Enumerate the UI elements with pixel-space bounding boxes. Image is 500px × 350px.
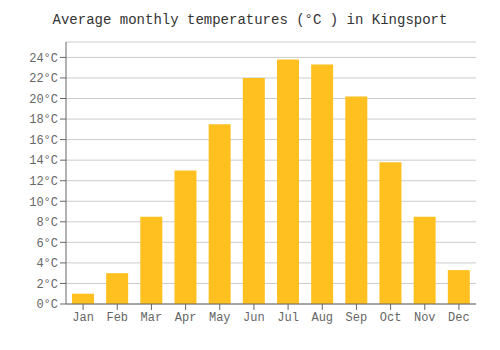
svg-text:20°C: 20°C (29, 93, 58, 107)
svg-text:8°C: 8°C (36, 216, 58, 230)
svg-text:2°C: 2°C (36, 278, 58, 292)
svg-text:Jan: Jan (72, 311, 94, 325)
svg-text:Sep: Sep (346, 311, 368, 325)
svg-text:12°C: 12°C (29, 175, 58, 189)
svg-text:Dec: Dec (448, 311, 470, 325)
svg-text:Apr: Apr (175, 311, 197, 325)
svg-text:Jun: Jun (243, 311, 265, 325)
svg-text:Jul: Jul (277, 311, 299, 325)
svg-text:24°C: 24°C (29, 52, 58, 66)
svg-text:6°C: 6°C (36, 237, 58, 251)
html-text:Average monthly temperatures (: Average monthly temperatures (°C ) in Ki… (52, 12, 448, 28)
svg-text:Feb: Feb (106, 311, 128, 325)
svg-text:0°C: 0°C (36, 298, 58, 312)
svg-text:Nov: Nov (414, 311, 436, 325)
svg-text:16°C: 16°C (29, 134, 58, 148)
svg-text:Aug: Aug (311, 311, 333, 325)
svg-text:10°C: 10°C (29, 196, 58, 210)
svg-text:4°C: 4°C (36, 257, 58, 271)
svg-text:18°C: 18°C (29, 113, 58, 127)
svg-text:Oct: Oct (380, 311, 402, 325)
svg-text:Mar: Mar (141, 311, 163, 325)
svg-text:22°C: 22°C (29, 72, 58, 86)
svg-text:May: May (209, 311, 231, 325)
svg-text:14°C: 14°C (29, 154, 58, 168)
